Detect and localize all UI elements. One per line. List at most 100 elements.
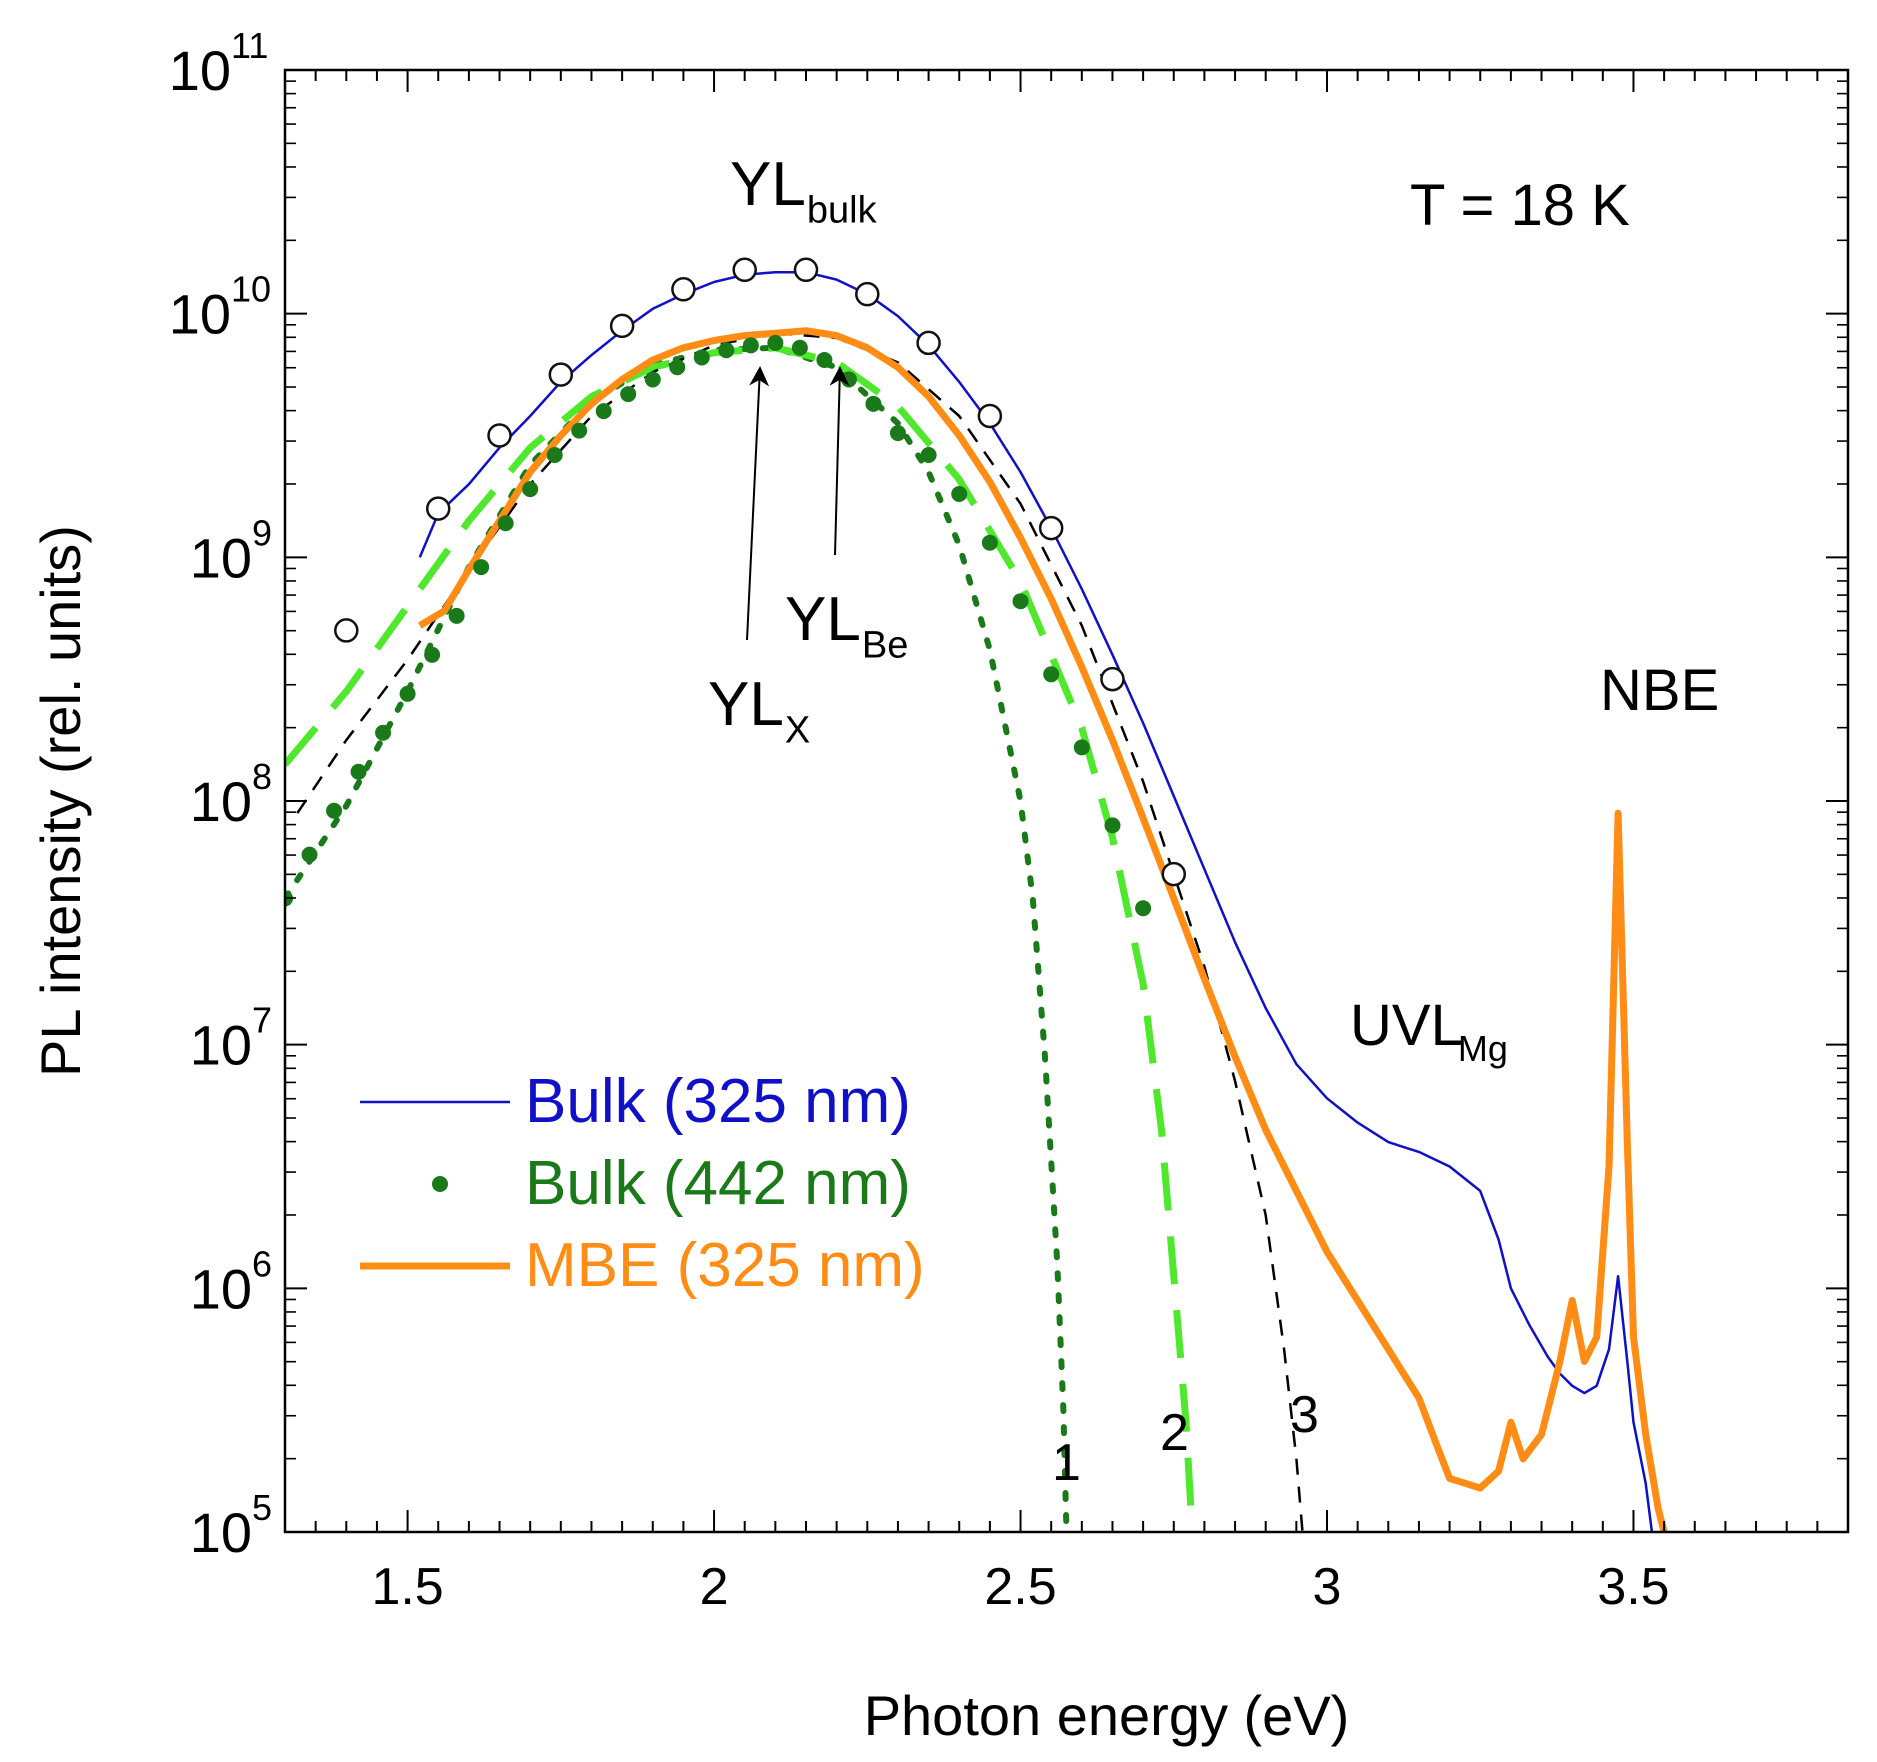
yl-x-label: YL X <box>708 670 810 751</box>
data-point <box>375 724 392 741</box>
uvl-mg-label-main: UVL <box>1350 993 1463 1058</box>
data-point <box>977 403 1003 429</box>
y-tick-label: 10 8 <box>190 756 272 833</box>
series-line-2 <box>285 344 1196 1532</box>
legend-label: MBE (325 nm) <box>525 1231 925 1300</box>
data-point <box>1012 593 1029 610</box>
data-point <box>1038 515 1064 541</box>
legend-entry: Bulk (442 nm) <box>432 1149 911 1218</box>
yl-x-arrow <box>746 366 770 641</box>
y-tick-label: 10 7 <box>190 1000 272 1077</box>
data-point <box>448 607 465 624</box>
legend-marker <box>432 1176 448 1192</box>
y-tick-label: 10 6 <box>190 1243 272 1320</box>
data-point <box>1073 739 1090 756</box>
data-point <box>916 330 941 356</box>
yl-x-label-main: YL <box>708 670 784 739</box>
temperature-label: T = 18 K <box>1410 173 1630 238</box>
data-point <box>1104 817 1121 834</box>
data-point <box>742 337 759 354</box>
y-tick-label: 10 10 <box>169 269 271 346</box>
yl-bulk-label-main: YL <box>730 150 806 219</box>
x-tick-label: 3 <box>1313 1558 1342 1616</box>
data-point <box>546 446 563 463</box>
data-point <box>1161 861 1187 887</box>
data-point <box>1043 666 1060 683</box>
data-point <box>865 395 882 412</box>
yl-be-label: YL Be <box>785 585 908 666</box>
yl-be-label-main: YL <box>785 585 861 654</box>
data-point <box>767 334 784 351</box>
data-point <box>1135 900 1152 917</box>
data-point <box>791 339 808 356</box>
legend-entry: Bulk (325 nm) <box>360 1067 911 1136</box>
series-line-bulk-325-nm <box>418 270 1654 1532</box>
y-tick-label: 10 9 <box>190 512 272 589</box>
x-tick-label: 2.5 <box>984 1558 1056 1616</box>
y-axis-label: PL intensity (rel. units) <box>29 525 92 1077</box>
y-tick-base: 10 <box>169 283 231 346</box>
data-point <box>671 277 696 302</box>
yl-bulk-label-sub: bulk <box>807 189 878 231</box>
data-point <box>981 534 998 551</box>
data-point <box>334 618 359 643</box>
data-point <box>548 362 574 387</box>
legend-label: Bulk (325 nm) <box>525 1067 911 1136</box>
y-tick-exponent: 5 <box>252 1487 272 1528</box>
data-point <box>718 342 735 359</box>
curve-label-3: 3 <box>1290 1386 1319 1444</box>
data-point <box>326 802 343 819</box>
y-tick-base: 10 <box>169 39 231 102</box>
series-line-1 <box>285 344 1070 1532</box>
data-point <box>693 349 710 366</box>
x-axis-label: Photon energy (eV) <box>864 1684 1350 1747</box>
y-tick-base: 10 <box>190 1501 252 1564</box>
series-bulk-442-nm <box>285 334 1152 917</box>
y-tick-exponent: 11 <box>231 25 268 66</box>
data-point <box>669 359 686 376</box>
data-point <box>620 386 637 403</box>
yl-be-arrow <box>829 366 850 556</box>
data-point <box>840 371 857 388</box>
curve-label-2: 2 <box>1160 1404 1189 1462</box>
data-point <box>571 422 588 439</box>
yl-be-label-sub: Be <box>862 624 908 666</box>
x-tick-label: 1.5 <box>371 1558 443 1616</box>
data-point <box>497 515 514 532</box>
series-line-3 <box>296 331 1304 1532</box>
data-point <box>609 313 635 339</box>
data-point <box>301 846 318 863</box>
series-line-mbe-325-nm <box>418 327 1668 1532</box>
legend-entry: MBE (325 nm) <box>360 1231 925 1300</box>
y-tick-base: 10 <box>190 770 252 833</box>
data-point <box>855 281 880 307</box>
y-tick-base: 10 <box>190 526 252 589</box>
yl-bulk-label: YL bulk <box>730 150 878 231</box>
y-tick-label: 10 11 <box>169 25 269 102</box>
y-tick-base: 10 <box>190 1257 252 1320</box>
uvl-mg-label-sub: Mg <box>1458 1028 1508 1069</box>
y-tick-exponent: 10 <box>231 269 271 310</box>
data-point <box>350 763 367 780</box>
data-point <box>595 403 612 420</box>
data-point <box>1100 666 1125 692</box>
y-tick-label: 10 5 <box>190 1487 272 1564</box>
x-tick-label: 3.5 <box>1597 1558 1669 1616</box>
data-point <box>487 423 512 448</box>
series-yl-bulk-circles <box>334 257 1187 887</box>
legend-label: Bulk (442 nm) <box>525 1149 911 1218</box>
y-tick-exponent: 9 <box>252 512 272 553</box>
data-point <box>399 685 416 702</box>
curve-label-1: 1 <box>1052 1434 1081 1492</box>
data-point <box>644 371 661 388</box>
y-tick-base: 10 <box>190 1014 252 1077</box>
data-point <box>473 559 490 576</box>
y-tick-exponent: 8 <box>252 756 272 797</box>
data-point <box>424 646 441 663</box>
data-point <box>793 257 819 283</box>
data-point <box>425 496 451 521</box>
data-point <box>889 425 906 442</box>
y-tick-exponent: 6 <box>252 1243 272 1284</box>
